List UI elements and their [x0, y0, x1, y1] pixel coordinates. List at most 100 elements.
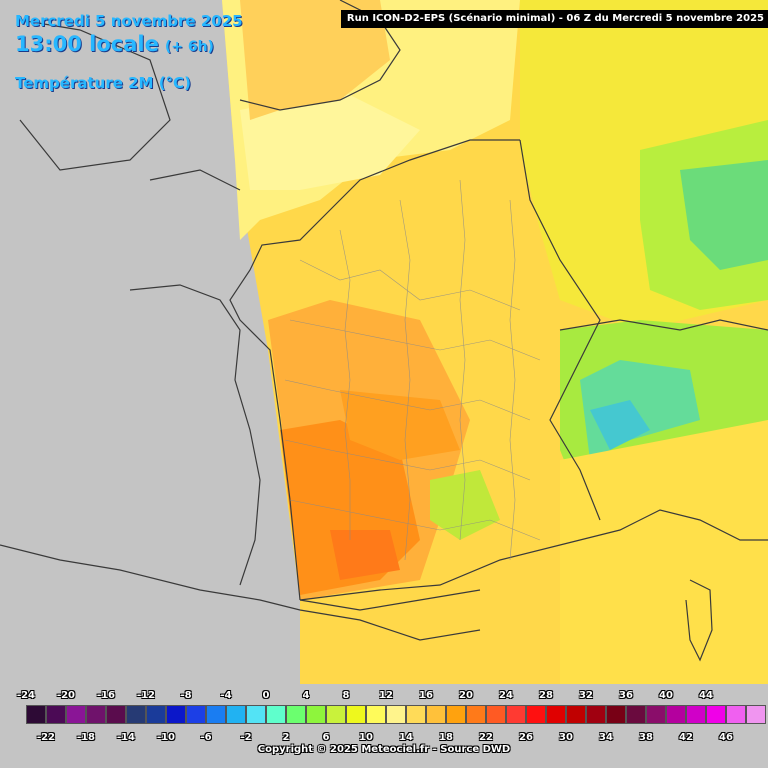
legend-swatch: [726, 705, 746, 724]
legend-tick-label: 14: [399, 732, 413, 743]
legend-swatch: [126, 705, 146, 724]
coastline-brittany: [129, 284, 261, 586]
border-east: [519, 139, 601, 521]
legend-swatch: [106, 705, 126, 724]
legend-swatch: [506, 705, 526, 724]
legend-tick-label: -12: [136, 690, 156, 701]
forecast-date: Mercredi 5 novembre 2025: [15, 12, 243, 30]
zone-alps-cold: [590, 400, 650, 450]
legend-swatch: [606, 705, 626, 724]
legend-swatch: [406, 705, 426, 724]
legend-swatch: [186, 705, 206, 724]
legend-tick-label: 10: [359, 732, 373, 743]
legend-tick-label: 30: [559, 732, 573, 743]
legend-swatch: [26, 705, 46, 724]
legend-swatch: [146, 705, 166, 724]
legend-swatch: [486, 705, 506, 724]
legend-swatch: [646, 705, 666, 724]
sea-channel: [240, 90, 420, 190]
legend-swatch: [686, 705, 706, 724]
zone-green-ne2: [680, 160, 768, 270]
legend-swatch: [206, 705, 226, 724]
legend-tick-label: 32: [579, 690, 593, 701]
coastline-ireland: [19, 19, 171, 171]
legend-swatch: [626, 705, 646, 724]
legend-tick-label: 12: [379, 690, 393, 701]
coastline-med: [299, 509, 768, 601]
legend-tick-label: -20: [56, 690, 76, 701]
legend-tick-label: -16: [96, 690, 116, 701]
legend-swatch: [266, 705, 286, 724]
legend-tick-label: 22: [479, 732, 493, 743]
legend-tick-label: 26: [519, 732, 533, 743]
copyright-text: Copyright © 2025 Meteociel.fr - Source D…: [257, 744, 511, 755]
legend-tick-label: -2: [240, 732, 252, 743]
legend-tick-label: -22: [36, 732, 56, 743]
legend-tick-label: -8: [180, 690, 192, 701]
legend-tick-label: 38: [639, 732, 653, 743]
legend-tick-label: 4: [302, 690, 310, 701]
legend-tick-label: -14: [116, 732, 136, 743]
legend-tick-label: 44: [699, 690, 713, 701]
legend-tick-label: 16: [419, 690, 433, 701]
legend-swatch: [366, 705, 386, 724]
legend-tick-label: -6: [200, 732, 212, 743]
coastline-france: [229, 139, 520, 601]
department-borders: [284, 179, 541, 561]
legend-tick-label: 24: [499, 690, 513, 701]
legend-swatch: [166, 705, 186, 724]
legend-swatch: [746, 705, 766, 724]
legend-swatch: [466, 705, 486, 724]
coastline-corsica: [685, 579, 713, 662]
legend-swatch: [286, 705, 306, 724]
legend-tick-label: 46: [719, 732, 733, 743]
legend-swatch: [706, 705, 726, 724]
color-legend: -24 -20 -16 -12 -8 -4 0 4 8 12 16 20 24 28 32 36 40 44 -2…: [0, 684, 768, 768]
legend-swatch: [666, 705, 686, 724]
forecast-time-value: 13:00 locale: [15, 32, 159, 56]
zone-massif: [430, 470, 500, 540]
coastline-uk-west: [149, 169, 241, 191]
forecast-offset: (+ 6h): [164, 39, 214, 55]
legend-tick-label: 18: [439, 732, 453, 743]
legend-tick-label: -10: [156, 732, 176, 743]
zone-hotspot: [330, 530, 400, 580]
zone-center-warm: [340, 390, 460, 460]
legend-swatch: [586, 705, 606, 724]
legend-swatch: [426, 705, 446, 724]
legend-swatch: [386, 705, 406, 724]
forecast-time: 13:00 locale (+ 6h): [15, 32, 214, 56]
legend-tick-label: 40: [659, 690, 673, 701]
legend-tick-label: -24: [16, 690, 36, 701]
run-banner: Run ICON-D2-EPS (Scénario minimal) - 06 …: [340, 10, 768, 28]
legend-tick-label: 8: [342, 690, 350, 701]
legend-tick-label: -4: [220, 690, 232, 701]
legend-swatch: [66, 705, 86, 724]
legend-tick-label: 34: [599, 732, 613, 743]
legend-tick-label: 6: [322, 732, 330, 743]
legend-tick-label: 0: [262, 690, 270, 701]
legend-tick-label: 36: [619, 690, 633, 701]
legend-swatch: [526, 705, 546, 724]
legend-tick-label: -18: [76, 732, 96, 743]
legend-swatch: [226, 705, 246, 724]
land-england: [240, 0, 390, 120]
legend-swatch: [86, 705, 106, 724]
map-canvas: [0, 0, 768, 684]
legend-swatch: [326, 705, 346, 724]
legend-swatch: [246, 705, 266, 724]
zone-southeast: [560, 420, 768, 684]
legend-tick-label: 20: [459, 690, 473, 701]
legend-tick-label: 42: [679, 732, 693, 743]
legend-swatch: [306, 705, 326, 724]
coastline-iberia: [0, 544, 481, 641]
border-spain: [299, 589, 481, 611]
legend-swatch: [566, 705, 586, 724]
legend-swatch: [546, 705, 566, 724]
variable-label: Température 2M (°C): [15, 74, 191, 92]
border-swiss: [559, 319, 768, 331]
legend-tick-label: 28: [539, 690, 553, 701]
legend-tick-label: 2: [282, 732, 290, 743]
legend-swatch: [446, 705, 466, 724]
